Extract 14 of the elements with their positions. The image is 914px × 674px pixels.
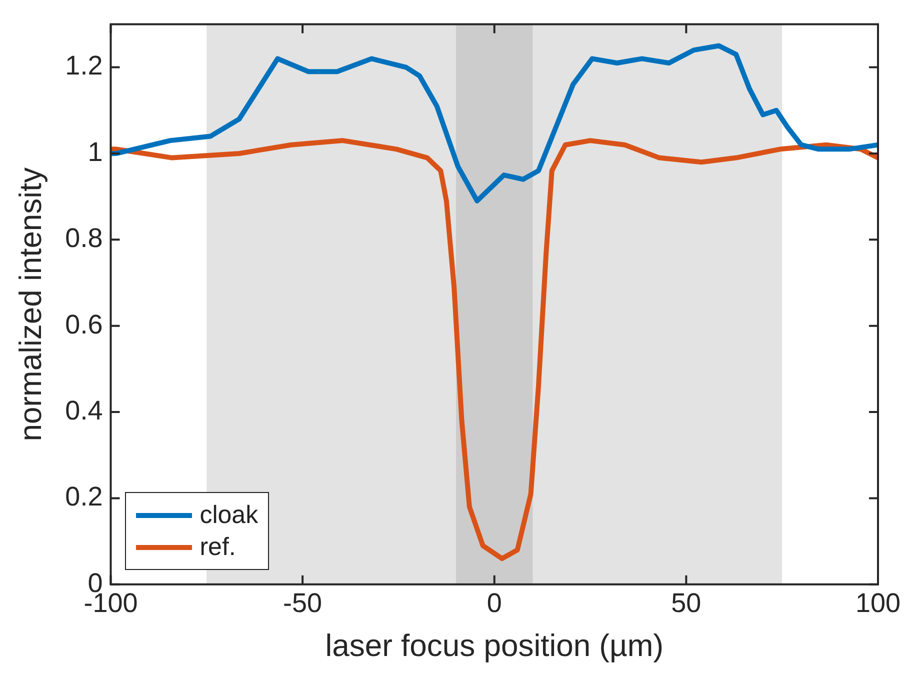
y-tick-label: 0.4 (65, 395, 103, 426)
x-tick-label: 100 (855, 588, 901, 618)
y-tick-label: 0.2 (65, 482, 103, 512)
x-axis-title: laser focus position (µm) (325, 628, 664, 663)
legend-label: cloak (200, 500, 258, 532)
y-axis-title: normalized intensity (13, 166, 48, 442)
y-tick-label: 0.6 (65, 309, 103, 340)
x-tick-label: 50 (671, 588, 702, 618)
x-tick-label: 0 (486, 588, 502, 618)
y-tick-label: 0.8 (65, 223, 103, 254)
x-tick-label: -50 (283, 588, 322, 618)
legend-label: ref. (200, 532, 236, 564)
y-tick-label: 1 (88, 136, 103, 167)
y-tick-label: 1.2 (65, 50, 103, 81)
